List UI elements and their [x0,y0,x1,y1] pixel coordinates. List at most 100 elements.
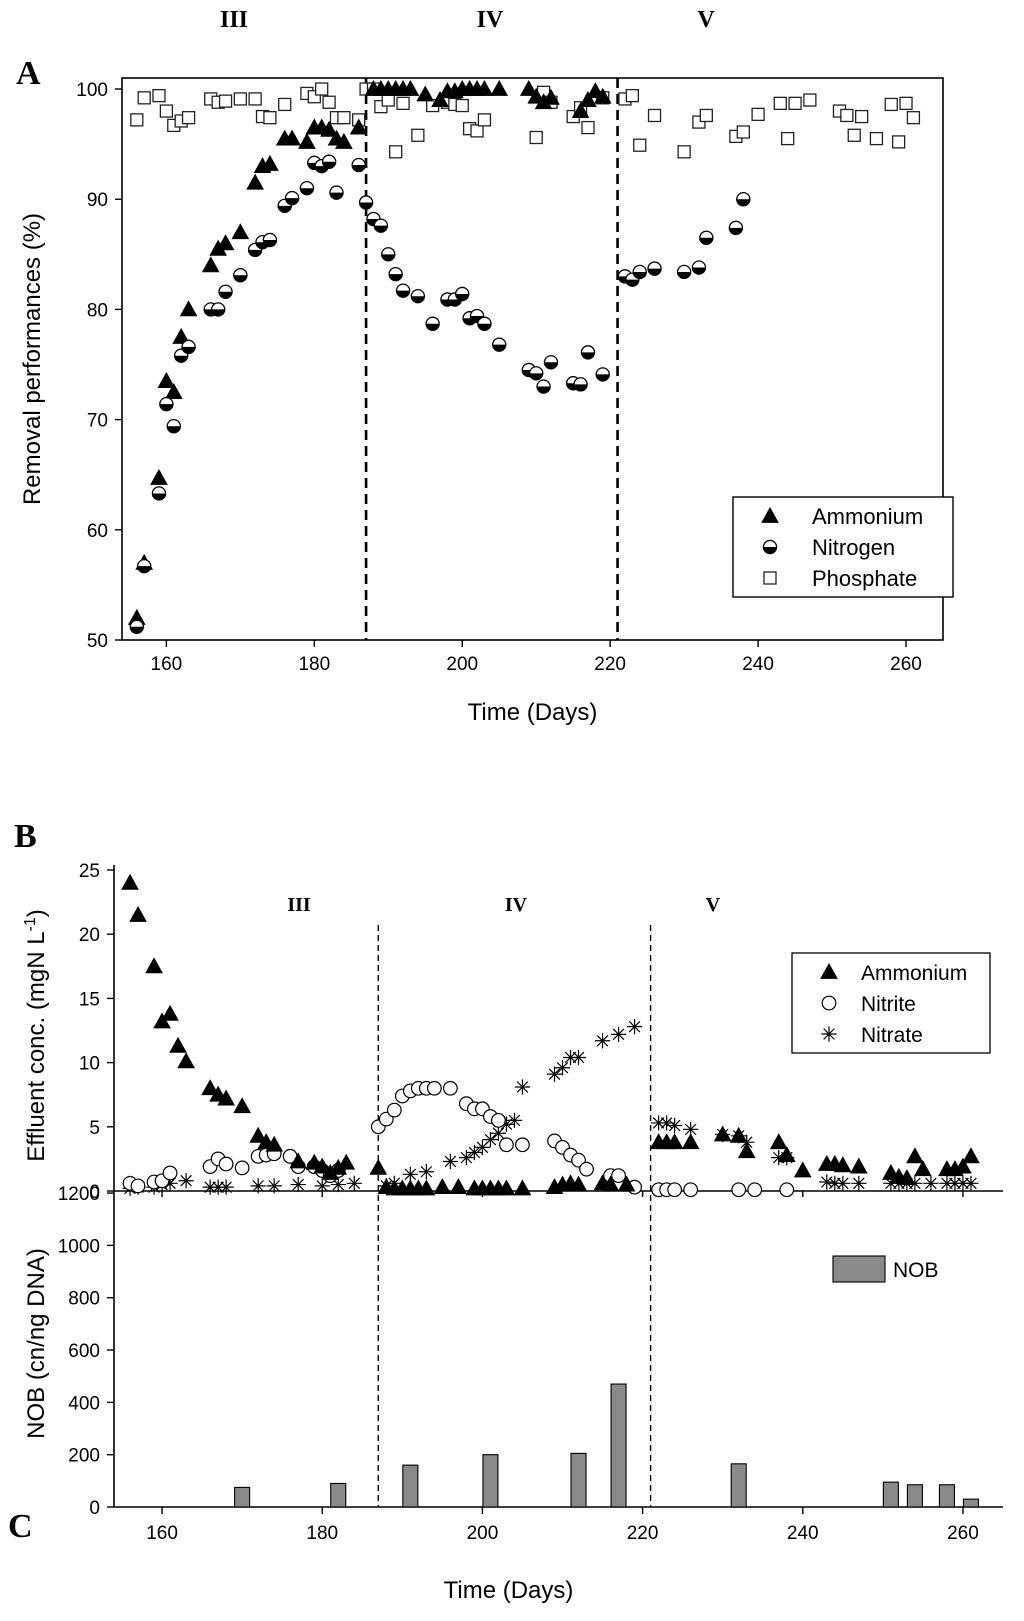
data-point-nitrate [947,1175,963,1191]
data-point-phosphate [891,135,906,149]
bar-nob [482,1454,499,1508]
data-point-nitrate [498,1116,515,1132]
data-point-nitrate [570,1049,587,1066]
phase-label-iii: III [220,7,248,33]
data-point-nitrogen [358,195,374,210]
x-tick-label: 260 [890,654,922,675]
y-tick-label: 0 [89,1182,100,1203]
y-tick-label: 800 [68,1289,100,1310]
x-axis-label: Time (Days) [468,699,598,726]
bar-nob [610,1383,627,1508]
data-point-nitrate [955,1175,971,1191]
data-point-ammonium [793,1161,812,1178]
bar-nob [882,1481,899,1508]
y-tick-label: 20 [79,925,100,946]
data-point-phosphate [411,128,425,142]
data-point-ammonium [201,256,220,273]
data-point-nitrate [907,1175,923,1191]
data-point-ammonium [737,1142,756,1159]
legend-c: NOB [832,1255,939,1283]
data-point-nitrate [819,1174,835,1190]
data-point-nitrate [683,1121,699,1137]
plot-frame [121,77,944,641]
data-point-nitrogen [329,185,344,200]
data-point-phosphate [869,131,884,146]
data-point-nitrite [731,1182,747,1198]
data-point-phosphate [137,91,151,105]
data-point-nitrate [923,1175,939,1191]
data-point-nitrogen [528,366,544,381]
data-point-nitrogen [736,192,751,207]
data-point-ammonium [169,1036,187,1053]
y-axis-label: Removal performances (%) [19,213,46,505]
data-point-nitrate [827,1175,843,1191]
data-point-ammonium [129,905,147,922]
bar-nob [730,1463,747,1508]
data-point-phosphate [699,108,713,123]
data-point-nitrogen [136,558,152,574]
legend-marker-phosphate [763,571,777,585]
data-point-nitrite [747,1182,763,1198]
data-point-nitrate [594,1033,611,1049]
y-tick-label: 5 [89,1118,100,1139]
legend-marker-ammonium [820,962,838,979]
data-point-ammonium [569,1175,588,1192]
data-point-nitrate [506,1112,523,1128]
data-point-nitrate [554,1060,571,1076]
data-point-ammonium [217,1089,235,1106]
data-point-ammonium [490,79,509,96]
data-point-nitrite [499,1137,514,1153]
data-point-nitrate [835,1175,851,1191]
data-point-nitrogen [536,379,551,394]
data-point-ammonium [617,1175,636,1192]
series-nitrite [122,1080,795,1198]
y-tick-label: 70 [87,411,108,432]
data-point-nitrate [514,1079,531,1095]
data-point-nitrogen [373,218,389,233]
data-point-nitrogen [455,286,470,302]
data-point-ammonium [349,118,368,135]
data-point-ammonium [283,129,301,146]
data-point-nitrate [546,1066,563,1082]
data-point-phosphate [248,92,262,106]
data-point-phosphate [159,104,174,118]
data-point-ammonium [713,1125,732,1142]
data-point-phosphate [389,145,403,159]
data-point-ammonium [769,1133,788,1150]
data-point-nitrate [490,1125,507,1141]
data-point-nitrogen [410,288,426,304]
data-point-ammonium [431,91,449,107]
data-point-nitrite [779,1182,795,1198]
data-point-nitrogen [691,260,707,275]
phase-label-v: V [706,894,721,916]
legend-label-phosphate: Phosphate [812,566,917,591]
data-point-phosphate [803,93,817,107]
data-point-ammonium [337,1153,356,1170]
data-point-nitrate [418,1164,434,1180]
series-nitrogen [129,154,751,634]
data-point-nitrate [250,1178,266,1194]
data-point-ammonium [121,873,139,890]
x-tick-label: 180 [298,654,330,675]
data-point-phosphate [736,125,750,139]
data-point-nitrate [562,1049,579,1066]
legend-label-nob: NOB [893,1259,939,1282]
data-point-phosphate [396,96,410,110]
legend-label-nitrate: Nitrate [861,1024,923,1047]
data-point-nitrogen [351,157,366,173]
data-point-nitrate [162,1175,178,1191]
data-point-nitrite [683,1182,699,1198]
legend-marker-nitrite [821,995,837,1011]
data-point-nitrogen [425,316,440,331]
data-point-nitrite [667,1182,683,1198]
data-point-ammonium [729,1126,748,1143]
bar-nob [402,1464,419,1508]
data-point-nitrogen [580,345,596,360]
data-point-ammonium [157,372,176,388]
data-point-ammonium [571,102,590,118]
data-point-nitrogen [699,230,714,245]
panel-b-c: 0 5 10 15 20 25 0 200 400 600 800 1000 1200 160 180 200… [8,818,1003,1604]
y-tick-label: 0 [89,1498,100,1519]
phase-label-v: V [697,7,715,33]
y-axis-label-b: Effluent conc. (mgN L-1) [22,909,50,1162]
